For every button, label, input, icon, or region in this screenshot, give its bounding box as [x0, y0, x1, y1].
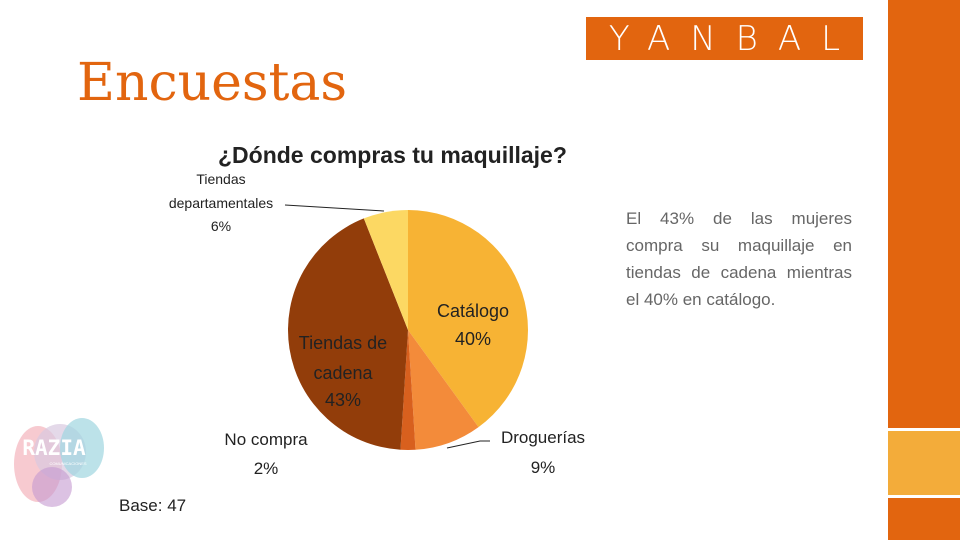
data-label-category: No compra — [224, 430, 308, 449]
svg-text:RAZIA: RAZIA — [22, 436, 86, 460]
svg-text:COMUNICACIONES: COMUNICACIONES — [49, 461, 86, 466]
data-label-value: 40% — [455, 329, 491, 349]
pie-slice-0 — [408, 210, 528, 428]
side-band — [888, 431, 960, 495]
pie-chart: Catálogo 40% Droguerías 9% No compra 2% Tienda… — [169, 171, 585, 478]
data-label-value: 6% — [211, 218, 231, 234]
chart-title: ¿Dónde compras tu maquillaje? — [218, 142, 567, 168]
data-label-category: Catálogo — [437, 301, 509, 321]
pie-slice-1 — [408, 330, 479, 450]
razia-logo: RAZIA COMUNICACIONES — [14, 418, 104, 507]
data-label-category: cadena — [313, 363, 373, 383]
data-label-category: Tiendas de — [299, 333, 387, 353]
data-label-category: departamentales — [169, 195, 273, 211]
base-label: Base: 47 — [119, 496, 187, 515]
summary-text: El 43% de las mujeres compra su maquilla… — [626, 209, 852, 309]
data-label-value: 9% — [531, 458, 556, 477]
data-label-value: 2% — [254, 459, 279, 478]
pie-slice-3 — [287, 218, 408, 450]
data-label-category: Droguerías — [501, 428, 585, 447]
pie-slice-4 — [363, 210, 408, 330]
side-divider — [888, 495, 960, 498]
page-title: Encuestas — [77, 53, 348, 113]
side-divider — [888, 428, 960, 431]
yanbal-logo: YANBAL — [586, 17, 863, 60]
leader-line-tiendas-departamentales — [284, 204, 385, 212]
side-accent-bar — [888, 0, 960, 540]
data-label-value: 43% — [325, 390, 361, 410]
leader-line-droguerias — [446, 440, 490, 449]
pie-slice-2 — [400, 330, 416, 451]
data-label-category: Tiendas — [196, 171, 245, 187]
